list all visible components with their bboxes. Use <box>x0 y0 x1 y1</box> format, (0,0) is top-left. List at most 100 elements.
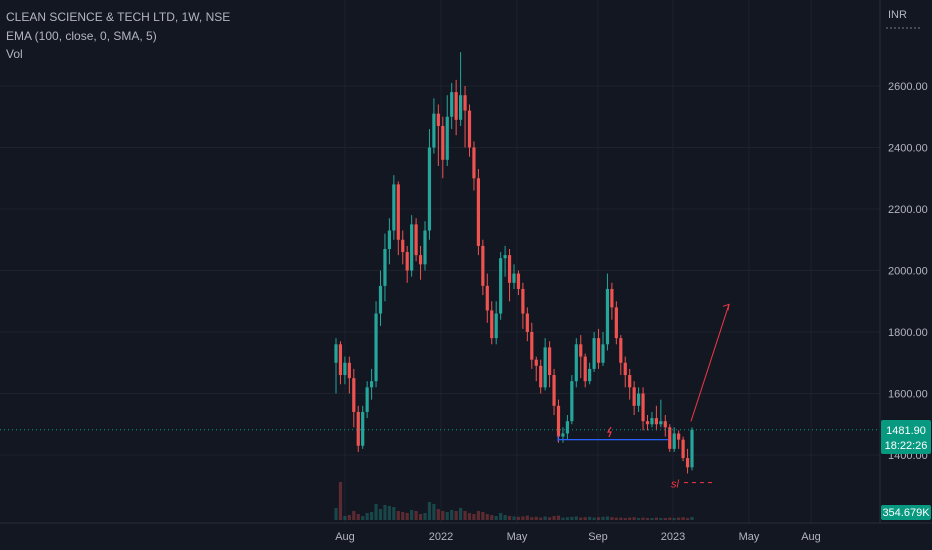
volume-bar <box>432 504 436 520</box>
candle <box>378 270 383 326</box>
candle <box>592 332 596 372</box>
grid-lines <box>0 0 880 523</box>
flash-icon <box>606 426 612 438</box>
candle <box>494 301 498 345</box>
volume-bar <box>543 516 547 520</box>
volume-bar <box>450 510 454 520</box>
volume-value-tag: 354.679K <box>881 505 931 520</box>
candle <box>539 359 543 394</box>
volume-bar <box>405 513 409 520</box>
volume-bar <box>410 510 414 520</box>
time-tick-label: Sep <box>588 531 608 543</box>
volume-bar <box>628 517 632 520</box>
candle <box>619 335 623 376</box>
currency-label: INR <box>888 9 907 21</box>
candle <box>401 230 405 265</box>
candle <box>365 381 369 419</box>
candle <box>668 424 672 452</box>
candle <box>463 86 467 148</box>
volume-bar <box>654 517 658 520</box>
candle <box>610 282 614 320</box>
volume-bar <box>641 517 645 520</box>
volume-bar <box>672 518 676 520</box>
candle <box>383 233 387 302</box>
candle <box>637 387 641 412</box>
volume-bar <box>637 518 641 520</box>
volume-bar <box>396 511 400 520</box>
candle <box>565 415 569 440</box>
candle <box>574 338 578 388</box>
candle <box>663 415 667 437</box>
volume-bar <box>387 506 391 520</box>
volume-bar <box>539 517 543 520</box>
volume-bar <box>507 516 512 520</box>
volume-bar <box>494 516 498 520</box>
volume-bar <box>596 517 601 520</box>
volume-bar <box>463 511 467 520</box>
volume-bar <box>374 504 378 520</box>
volume-bar <box>685 518 690 520</box>
price-tick-label: 2400.00 <box>888 143 928 155</box>
volume-bar <box>423 513 427 520</box>
volume-bar <box>441 511 445 520</box>
candle <box>418 245 423 280</box>
price-axis[interactable]: 1400.001600.001800.002000.002200.002400.… <box>888 81 928 462</box>
candle <box>516 270 521 296</box>
candle <box>632 381 636 416</box>
volume-bar <box>570 516 574 520</box>
candle <box>614 301 618 345</box>
candle <box>579 335 583 379</box>
candle <box>347 356 351 394</box>
volume-bar <box>516 516 521 520</box>
volume-legend[interactable]: Vol <box>6 47 23 61</box>
volume-bar <box>601 516 605 520</box>
indicator-legend[interactable]: EMA (100, close, 0, SMA, 5) <box>6 29 157 43</box>
candle <box>623 356 627 388</box>
candle <box>503 245 507 277</box>
volume-bar <box>418 514 423 520</box>
volume-bars <box>334 482 694 520</box>
candle <box>454 79 458 136</box>
volume-bar <box>392 507 396 520</box>
candle <box>512 264 516 289</box>
volume-bar <box>645 518 650 520</box>
candle <box>570 375 574 425</box>
candle <box>361 405 365 449</box>
volume-bar <box>378 509 383 520</box>
candle <box>628 368 632 400</box>
volume-bar <box>472 514 476 520</box>
volume-bar <box>499 513 503 520</box>
candle <box>530 322 534 369</box>
bar-countdown: 18:22:26 <box>885 440 928 452</box>
candle <box>396 181 400 256</box>
candle <box>521 282 525 329</box>
volume-bar <box>556 515 561 520</box>
time-tick-label: Aug <box>801 531 821 543</box>
candle <box>338 341 343 385</box>
volume-bar <box>650 518 654 520</box>
volume-bar <box>485 514 489 520</box>
volume-bar <box>663 518 667 520</box>
candle <box>605 273 610 351</box>
candle <box>374 301 378 388</box>
symbol-title[interactable]: CLEAN SCIENCE & TECH LTD, 1W, NSE <box>6 10 230 24</box>
time-axis[interactable]: Aug 2022 May Sep 2023 May Aug <box>335 531 821 543</box>
volume-bar <box>467 513 472 520</box>
volume-bar <box>588 516 592 520</box>
volume-bar <box>610 517 614 520</box>
candle <box>650 411 654 428</box>
volume-bar <box>347 515 351 520</box>
volume-bar <box>574 516 578 520</box>
volume-bar <box>445 512 449 520</box>
candle <box>432 98 436 154</box>
volume-bar <box>534 516 538 520</box>
volume-bar <box>561 517 565 520</box>
volume-bar <box>605 516 610 520</box>
volume-bar <box>454 511 458 520</box>
candle <box>485 273 489 323</box>
candle <box>645 415 650 431</box>
volume-bar <box>414 511 418 520</box>
candle <box>467 104 472 157</box>
